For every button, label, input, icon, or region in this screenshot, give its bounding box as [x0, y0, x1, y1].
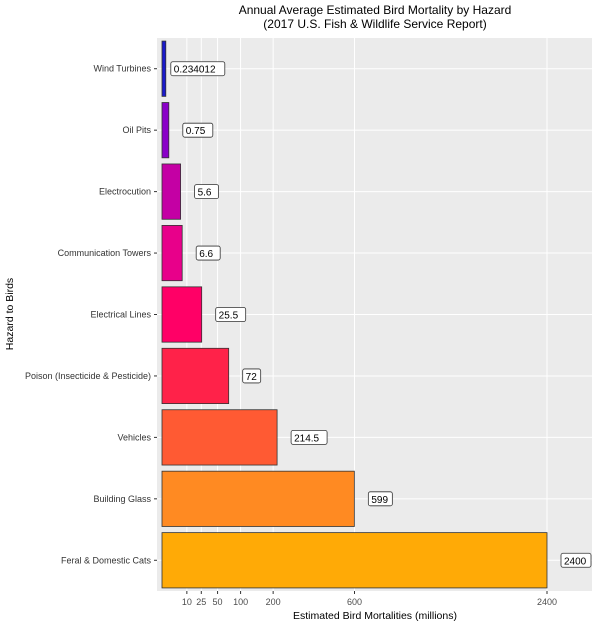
- data-label-box: [182, 122, 214, 138]
- bar: [161, 409, 278, 466]
- x-tick-label: 50: [213, 597, 223, 607]
- bar: [161, 40, 167, 97]
- x-tick-label: 100: [233, 597, 248, 607]
- bar: [161, 532, 548, 589]
- data-label-box: [215, 307, 247, 322]
- y-axis-label: Hazard to Birds: [4, 278, 16, 350]
- x-axis-label: Estimated Bird Mortalities (millions): [293, 610, 457, 622]
- x-tick-label: 200: [266, 597, 281, 607]
- y-tick-label: Oil Pits: [122, 125, 151, 135]
- data-label: 0.234012: [174, 65, 216, 76]
- x-tick-label: 2400: [537, 597, 557, 607]
- x-tick-label: 600: [347, 597, 362, 607]
- y-tick-label: Electrocution: [99, 187, 151, 197]
- data-label-box: [367, 491, 393, 507]
- y-tick-label: Poison (Insecticide & Pesticide): [25, 371, 151, 381]
- data-label: 25.5: [219, 311, 239, 322]
- bar: [161, 163, 181, 220]
- data-label-box: [195, 245, 221, 261]
- bar: [161, 470, 355, 527]
- data-label: 5.6: [198, 188, 212, 199]
- data-label-box: [560, 552, 592, 568]
- bar: [161, 347, 230, 404]
- data-label: 599: [371, 495, 388, 506]
- x-tick-label: 10: [182, 597, 192, 607]
- data-label-box: [170, 61, 226, 77]
- x-tick-label: 25: [196, 597, 206, 607]
- data-label: 6.6: [199, 249, 213, 260]
- data-label-box: [290, 429, 328, 445]
- bar: [161, 286, 203, 343]
- bar: [161, 102, 170, 159]
- y-tick-label: Feral & Domestic Cats: [61, 555, 152, 565]
- data-label-box: [194, 184, 219, 200]
- data-label: 2400: [564, 556, 587, 567]
- y-tick-label: Communication Towers: [58, 248, 152, 258]
- y-tick-label: Building Glass: [93, 494, 151, 504]
- chart-title: Annual Average Estimated Bird Mortality …: [239, 3, 512, 17]
- bar: [161, 225, 183, 282]
- data-label: 0.75: [186, 126, 206, 137]
- y-tick-label: Vehicles: [117, 432, 151, 442]
- chart-subtitle: (2017 U.S. Fish & Wildlife Service Repor…: [263, 17, 486, 31]
- y-tick-label: Wind Turbines: [93, 64, 151, 74]
- y-tick-label: Electrical Lines: [90, 310, 151, 320]
- data-label: 72: [246, 372, 258, 383]
- data-label: 214.5: [294, 433, 319, 444]
- data-label-box: [242, 368, 262, 384]
